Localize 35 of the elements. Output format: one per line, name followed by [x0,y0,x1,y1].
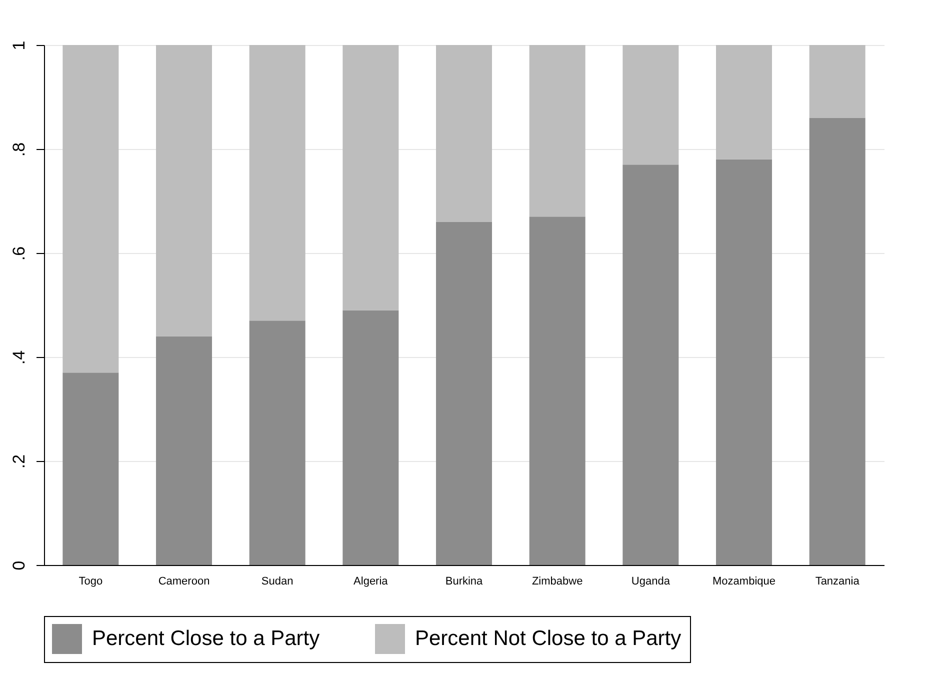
x-tick-label: Cameroon [158,576,210,588]
bar [342,310,399,565]
bar [249,45,306,321]
y-tick-label: 1 [10,40,28,50]
y-tick-label: .4 [10,350,28,365]
y-tick-label: 0 [10,560,28,570]
bar [436,45,492,222]
legend-label: Percent Close to a Party [92,627,320,650]
bar [436,222,492,565]
x-tick-label: Uganda [631,576,671,588]
bar [716,45,772,160]
bar [342,45,399,310]
bar [809,118,866,565]
bar [62,372,119,565]
bar [529,45,586,217]
bar [156,336,212,565]
x-tick-label: Togo [78,576,103,588]
legend-label: Percent Not Close to a Party [415,627,682,650]
x-tick-label: Algeria [354,576,389,588]
bar [716,159,772,565]
y-tick-label: .2 [10,454,28,469]
bar [249,320,306,565]
bar [622,164,679,565]
x-tick-label: Tanzania [815,576,860,588]
x-tick-label: Sudan [261,576,294,588]
y-tick-label: .8 [10,142,28,157]
bar [156,45,212,336]
bar [529,216,586,565]
bar [622,45,679,165]
bar [809,45,866,118]
x-tick-label: Zimbabwe [532,576,583,588]
x-tick-label: Burkina [445,576,484,588]
x-tick-label: Mozambique [712,576,776,588]
y-tick-label: .6 [10,246,28,261]
bar [62,45,119,373]
